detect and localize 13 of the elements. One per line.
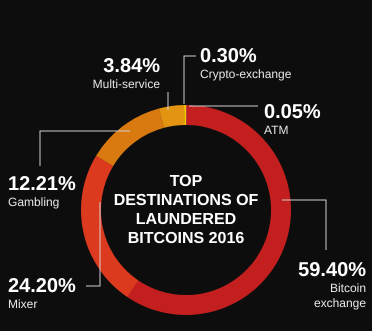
text: TOP DESTINATIONS OF LAUNDERED BITCOINS 2016 [112, 172, 260, 249]
data-label: 24.20% [8, 275, 76, 297]
slice-label: Mixer [8, 297, 38, 311]
data-label: 0.30% [200, 45, 257, 67]
data-label: 12.21% [8, 173, 76, 195]
slice-label: Bitcoin exchange [314, 281, 366, 310]
slice-label: ATM [264, 123, 288, 137]
slice-label: Multi-service [92, 77, 160, 91]
data-label: 0.05% [264, 101, 321, 123]
data-label: 3.84% [103, 55, 160, 77]
slice-label: Crypto-exchange [200, 67, 292, 81]
data-label: 59.40% [298, 259, 366, 281]
slice-label: Gambling [8, 195, 60, 209]
